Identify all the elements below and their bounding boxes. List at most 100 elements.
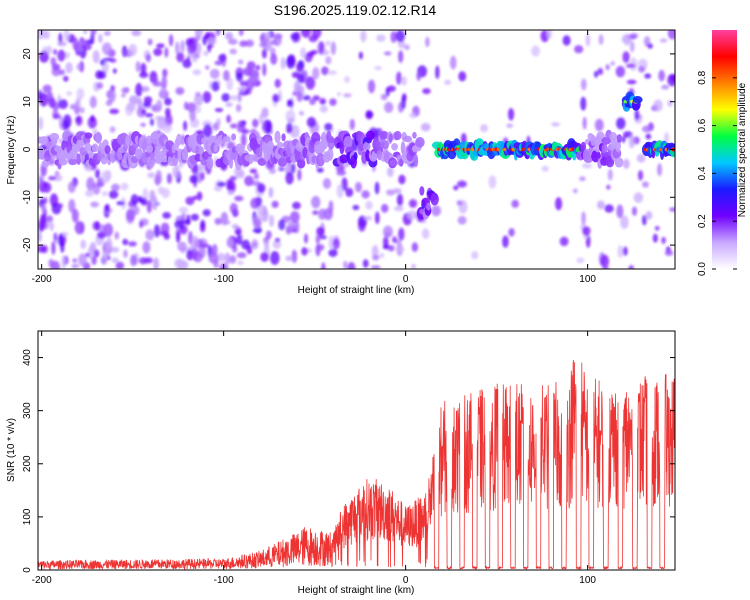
noise-blob (322, 177, 332, 190)
band-blob (68, 158, 78, 166)
noise-blob (109, 246, 120, 253)
noise-blob (401, 76, 407, 86)
noise-blob (226, 114, 231, 124)
band-blob (590, 134, 596, 147)
band-blob (117, 151, 123, 161)
noise-blob (421, 228, 430, 240)
noise-blob (582, 226, 591, 236)
noise-blob (108, 190, 119, 199)
spectrogram-x-tick-label: 100 (579, 274, 596, 285)
noise-blob (90, 201, 99, 208)
noise-blob (303, 233, 309, 244)
noise-blob (235, 104, 242, 113)
band-blob (122, 143, 128, 152)
noise-blob (425, 36, 430, 48)
band-blob (419, 186, 425, 196)
noise-blob (546, 30, 552, 39)
noise-blob (202, 209, 211, 217)
noise-blob (80, 239, 87, 250)
noise-blob (207, 43, 212, 53)
noise-blob (215, 30, 221, 36)
band-blob (41, 159, 50, 168)
noise-blob (139, 71, 149, 79)
noise-blob (268, 167, 277, 175)
band-blob (614, 157, 624, 168)
noise-blob (161, 187, 170, 199)
noise-blob (644, 73, 652, 79)
noise-blob (398, 246, 405, 252)
noise-blob (508, 228, 515, 237)
noise-blob (95, 221, 100, 231)
noise-blob (621, 136, 626, 143)
noise-blob (289, 221, 297, 230)
band-blob (231, 133, 237, 141)
noise-blob (581, 211, 586, 226)
noise-blob (42, 46, 47, 52)
noise-blob (621, 34, 632, 44)
noise-blob (285, 56, 296, 69)
colorbar-gradient (712, 30, 737, 269)
noise-blob (114, 231, 120, 240)
noise-blob (101, 42, 112, 56)
band-blob (176, 133, 182, 146)
noise-blob (259, 113, 264, 125)
noise-blob (336, 91, 342, 97)
noise-blob (147, 38, 153, 46)
noise-blob (213, 186, 221, 192)
noise-blob (280, 57, 286, 70)
noise-blob (190, 236, 200, 250)
noise-blob (238, 59, 244, 65)
noise-blob (92, 184, 101, 195)
noise-blob (616, 204, 624, 219)
noise-blob (328, 248, 338, 257)
noise-blob (296, 91, 303, 102)
colorbar-tick-label: 0.0 (697, 262, 708, 276)
noise-blob (79, 60, 84, 73)
noise-blob (289, 211, 300, 223)
noise-blob (422, 88, 431, 95)
noise-blob (46, 215, 54, 223)
noise-blob (48, 258, 55, 268)
noise-blob (380, 203, 389, 213)
noise-blob (122, 238, 129, 246)
noise-blob (128, 43, 138, 57)
noise-blob (622, 51, 630, 63)
snr-x-tick-label: -200 (32, 575, 52, 586)
noise-blob (321, 262, 326, 269)
noise-blob (41, 203, 47, 213)
noise-blob (196, 191, 203, 201)
band-blob (430, 193, 439, 206)
noise-blob (186, 56, 191, 63)
band-blob (366, 130, 375, 141)
noise-blob (93, 249, 100, 258)
noise-blob (183, 120, 188, 131)
noise-blob (121, 87, 130, 94)
noise-blob (572, 188, 578, 194)
noise-blob (293, 80, 301, 94)
band-blob (257, 158, 267, 166)
noise-blob (131, 30, 142, 37)
noise-blob (125, 208, 136, 222)
noise-blob (176, 51, 185, 63)
noise-blob (72, 258, 78, 263)
noise-blob (145, 53, 152, 63)
noise-blob (253, 172, 260, 180)
noise-blob (224, 252, 231, 266)
noise-blob (86, 177, 95, 191)
noise-blob (214, 60, 224, 66)
noise-blob (653, 99, 663, 112)
noise-blob (193, 53, 201, 59)
noise-blob (189, 175, 198, 184)
noise-blob (140, 198, 148, 206)
noise-blob (574, 45, 584, 54)
noise-blob (659, 38, 668, 43)
noise-blob (347, 261, 356, 269)
noise-blob (301, 247, 308, 256)
band-blob (255, 147, 263, 158)
noise-blob (371, 245, 379, 258)
noise-blob (265, 120, 273, 134)
band-blob (391, 142, 399, 151)
noise-blob (63, 75, 69, 82)
snr-panel: -200 -100 0 100 0 100 200 300 400 Height of stra… (6, 330, 676, 596)
noise-blob (162, 68, 168, 78)
